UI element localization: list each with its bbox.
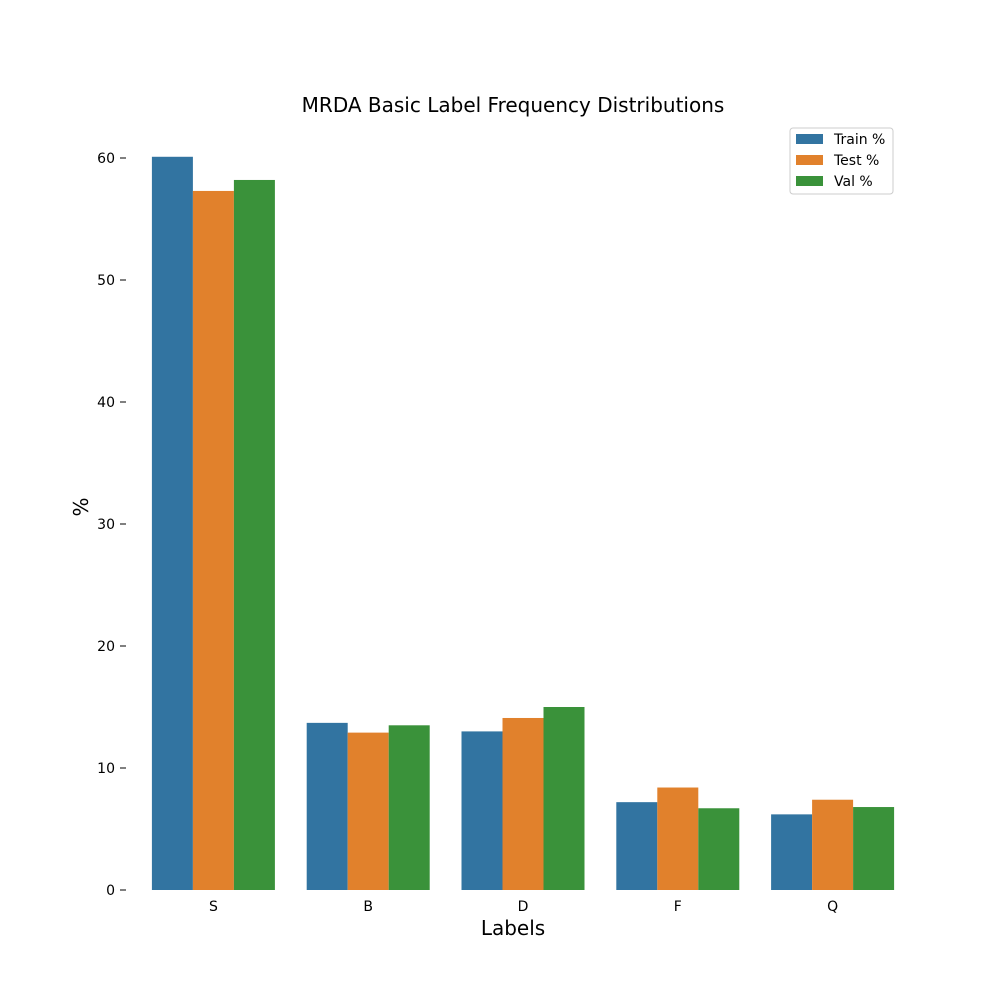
legend-swatch (796, 176, 823, 186)
legend-swatch (796, 134, 823, 144)
legend-label: Val % (834, 174, 873, 190)
bar-D-test (502, 717, 544, 890)
bars (151, 156, 895, 890)
bar-B-val (388, 725, 430, 890)
bar-D-val (543, 707, 585, 890)
y-tick-label: 60 (97, 151, 115, 167)
bar-S-train (151, 156, 193, 890)
bar-S-test (192, 190, 234, 890)
legend-label: Test % (833, 153, 879, 169)
x-tick-label: B (363, 899, 373, 915)
y-tick-label: 50 (97, 273, 115, 289)
y-tick-label: 30 (97, 517, 115, 533)
legend: Train % Test % Val % (789, 127, 894, 195)
bar-S-val (233, 179, 275, 890)
x-tick-label: D (518, 899, 529, 915)
y-tick-label: 0 (106, 883, 115, 899)
bar-F-test (657, 787, 699, 890)
legend-swatch (796, 155, 823, 165)
bar-F-train (616, 802, 658, 890)
bar-Q-val (853, 807, 895, 890)
y-tick-label: 20 (97, 639, 115, 655)
y-tick-label: 40 (97, 395, 115, 411)
x-tick-label: S (209, 899, 218, 915)
x-tick-label: Q (827, 899, 838, 915)
legend-label: Train % (833, 132, 885, 148)
bar-B-train (306, 722, 348, 890)
y-tick-label: 10 (97, 761, 115, 777)
y-axis: 0 10 20 30 40 50 60 (97, 151, 126, 899)
x-axis-label: Labels (481, 916, 545, 940)
bar-D-train (461, 731, 503, 890)
bar-F-val (698, 808, 740, 890)
bar-Q-test (812, 799, 854, 890)
y-axis-label: % (69, 497, 93, 516)
chart-title: MRDA Basic Label Frequency Distributions (302, 93, 725, 117)
x-tick-label: F (674, 899, 682, 915)
bar-B-test (347, 732, 389, 890)
bar-Q-train (771, 814, 813, 890)
